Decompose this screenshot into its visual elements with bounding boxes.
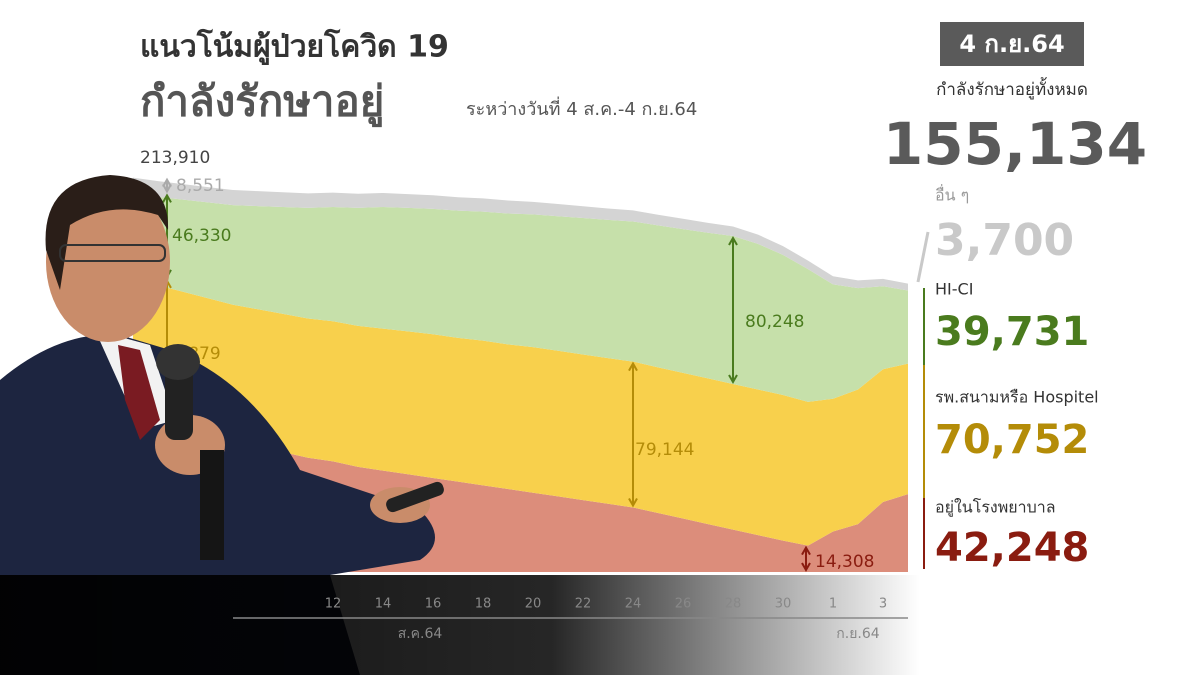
annotation: 14,308	[815, 552, 874, 572]
area-2	[133, 193, 908, 402]
x-tick-label: 14	[375, 597, 392, 612]
summary-item-label: อยู่ในโรงพยาบาล	[935, 498, 1056, 518]
summary-date: 4 ก.ย.64	[959, 30, 1064, 58]
summary-item-label: อื่น ๆ	[935, 184, 969, 205]
x-axis: 12 14 16 18 20 22 24 26 28 30 1 3 ส.ค.64 ก.ย.64	[233, 597, 908, 642]
x-tick-label: 3	[879, 597, 887, 612]
arrow-head	[162, 177, 172, 194]
x-tick-label: 18	[475, 597, 492, 612]
summary-item-value: 42,248	[935, 525, 1089, 571]
chart-title: แนวโน้มผู้ป่วยโควิด 19	[140, 28, 449, 66]
arrow-head	[728, 236, 738, 384]
annotation: 8,551	[176, 176, 225, 196]
x-tick-label: 1	[829, 597, 837, 612]
summary-item-value: 70,752	[935, 417, 1089, 463]
period: ระหว่างวันที่ 4 ส.ค.-4 ก.ย.64	[466, 96, 697, 120]
summary-item-value: 39,731	[935, 309, 1089, 355]
annotation: 213,910	[140, 148, 210, 168]
x-tick-label: 16	[425, 597, 442, 612]
x-tick-label: 30	[775, 597, 792, 612]
bottom-shade	[0, 575, 920, 675]
annotation: 79,144	[635, 440, 694, 460]
x-group-label: ก.ย.64	[836, 626, 879, 642]
summary-item-label: HI-CI	[935, 280, 973, 299]
area-1	[133, 278, 908, 546]
chart-subtitle: กำลังรักษาอยู่	[140, 77, 384, 128]
date-box	[940, 22, 1084, 66]
summary-total-label: กำลังรักษาอยู่ทั้งหมด	[936, 77, 1088, 100]
summary-panel: 4 ก.ย.64 กำลังรักษาอยู่ทั้งหมด 155,134 อ…	[883, 22, 1147, 571]
x-tick-label: 26	[675, 597, 692, 612]
arrow-head	[628, 361, 638, 508]
summary-bracket	[916, 231, 930, 283]
arrow-head	[801, 545, 811, 573]
annotation: 80,248	[745, 312, 804, 332]
x-tick-label: 20	[525, 597, 542, 612]
area-3	[133, 177, 908, 291]
x-tick-label: 28	[725, 597, 742, 612]
summary-total: 155,134	[883, 110, 1147, 178]
x-tick-label: 12	[325, 597, 342, 612]
x-group-label: ส.ค.64	[398, 626, 443, 642]
x-tick-label: 24	[625, 597, 642, 612]
summary-item-label: รพ.สนามหรือ Hospitel	[935, 388, 1099, 407]
x-tick-label: 22	[575, 597, 592, 612]
annotation: 46,330	[172, 226, 231, 246]
summary-item-value: 3,700	[935, 215, 1074, 266]
